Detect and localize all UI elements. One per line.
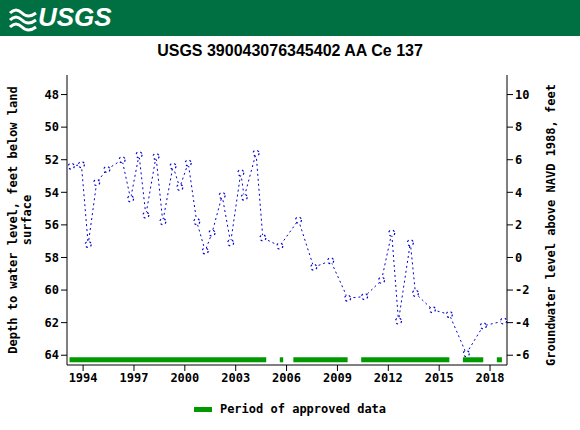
- svg-text:52: 52: [45, 153, 59, 167]
- svg-text:10: 10: [515, 88, 529, 102]
- svg-text:62: 62: [45, 316, 59, 330]
- svg-text:1997: 1997: [120, 371, 149, 385]
- svg-text:54: 54: [45, 186, 59, 200]
- svg-text:2012: 2012: [374, 371, 403, 385]
- html-text:USGS: USGS: [38, 2, 112, 32]
- html-text:Groundwater level above NAVD 1: Groundwater level above NAVD 1988, feet: [544, 84, 558, 366]
- svg-text:2003: 2003: [221, 371, 250, 385]
- svg-text:64: 64: [45, 348, 59, 362]
- svg-text:6: 6: [515, 153, 522, 167]
- svg-text:2009: 2009: [323, 371, 352, 385]
- svg-text:2000: 2000: [170, 371, 199, 385]
- html-text:surface: surface: [20, 194, 34, 246]
- svg-text:-6: -6: [515, 348, 529, 362]
- svg-text:1994: 1994: [69, 371, 98, 385]
- svg-text:0: 0: [515, 251, 522, 265]
- svg-text:2: 2: [515, 218, 522, 232]
- svg-text:58: 58: [45, 251, 59, 265]
- html-text:Depth to water level, feet bel: Depth to water level, feet below land: [6, 86, 20, 354]
- svg-text:2018: 2018: [476, 371, 505, 385]
- svg-text:8: 8: [515, 120, 522, 134]
- svg-text:56: 56: [45, 218, 59, 232]
- html-text:Period of approved data: Period of approved data: [219, 402, 387, 416]
- svg-text:48: 48: [45, 88, 59, 102]
- svg-text:-2: -2: [515, 283, 529, 297]
- svg-text:2015: 2015: [425, 371, 454, 385]
- svg-text:4: 4: [515, 186, 522, 200]
- svg-text:50: 50: [45, 120, 59, 134]
- svg-text:60: 60: [45, 283, 59, 297]
- svg-text:2006: 2006: [272, 371, 301, 385]
- html-text:USGS 390043076345402 AA Ce 137: USGS 390043076345402 AA Ce 137: [157, 42, 423, 59]
- svg-text:-4: -4: [515, 316, 529, 330]
